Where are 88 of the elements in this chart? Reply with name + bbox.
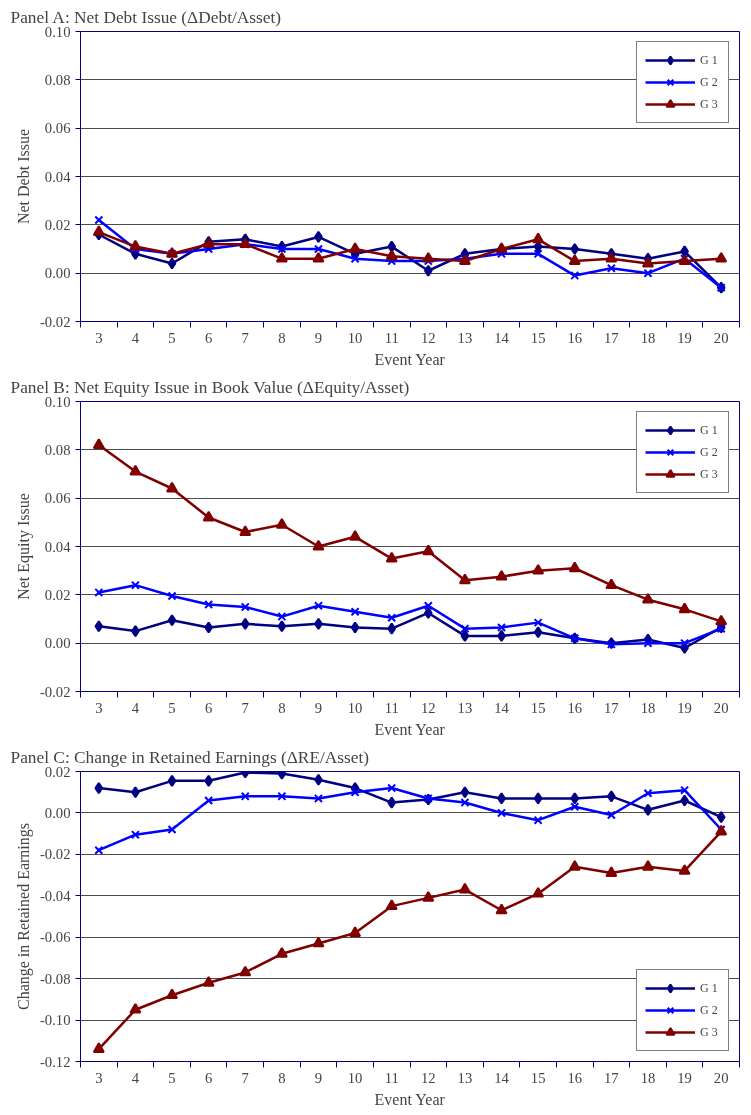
x-tick-label: 12: [420, 1069, 436, 1086]
y-tick-label: 0.04: [44, 168, 72, 185]
x-tick-label: 11: [384, 1069, 399, 1086]
x-tick-label: 11: [384, 699, 399, 716]
x-tick-label: 10: [347, 699, 363, 716]
y-axis-title: Change in Retained Earnings: [14, 822, 33, 1011]
x-tick-label: 18: [640, 699, 656, 716]
legend-label: G 3: [700, 466, 719, 482]
y-axis-title: Net Debt Issue: [14, 128, 32, 225]
x-tick-label: 10: [347, 1069, 363, 1086]
x-tick-label: 15: [530, 1069, 546, 1086]
y-tick-label: 0.02: [44, 216, 71, 233]
y-tick-label: -0.10: [39, 1012, 71, 1029]
x-tick-label: 9: [314, 329, 323, 346]
x-tick-label: 9: [314, 699, 323, 716]
x-tick-label: 20: [713, 1069, 729, 1086]
y-tick-label: -0.04: [39, 887, 72, 904]
x-tick-label: 11: [384, 329, 399, 346]
x-tick-label: 12: [420, 699, 436, 716]
legend-label: G 2: [700, 1002, 719, 1018]
x-axis-title: Event Year: [374, 720, 446, 738]
x-tick-label: 4: [131, 699, 140, 716]
x-tick-label: 8: [278, 329, 286, 346]
x-tick-label: 10: [347, 329, 363, 346]
x-tick-label: 16: [567, 1069, 583, 1086]
y-tick-label: 0.06: [44, 120, 71, 137]
y-tick-label: 0.00: [44, 804, 71, 821]
y-tick-label: -0.02: [39, 846, 71, 863]
legend-label: G 1: [700, 52, 719, 68]
x-tick-label: 14: [494, 329, 510, 346]
x-tick-label: 8: [278, 1069, 286, 1086]
y-tick-label: 0.04: [44, 538, 72, 555]
y-tick-label: -0.06: [39, 929, 71, 946]
y-tick-label: 0.06: [44, 490, 71, 507]
x-tick-label: 4: [131, 1069, 140, 1086]
x-tick-label: 3: [95, 329, 103, 346]
x-tick-label: 14: [494, 699, 510, 716]
x-tick-label: 15: [530, 329, 546, 346]
legend-label: G 1: [700, 980, 719, 996]
x-tick-label: 7: [241, 329, 249, 346]
x-tick-label: 20: [713, 699, 729, 716]
y-tick-label: 0.02: [44, 586, 71, 603]
y-tick-label: 0.08: [44, 441, 71, 458]
x-tick-label: 13: [457, 699, 473, 716]
x-tick-label: 8: [278, 699, 286, 716]
x-tick-label: 5: [168, 1069, 176, 1086]
x-tick-label: 20: [713, 329, 729, 346]
x-tick-label: 6: [204, 1069, 213, 1086]
y-tick-label: -0.08: [39, 970, 71, 987]
y-tick-label: 0.08: [44, 71, 71, 88]
x-tick-label: 14: [494, 1069, 510, 1086]
legend-label: G 2: [700, 74, 719, 90]
y-tick-label: 0.00: [44, 635, 71, 652]
x-tick-label: 16: [567, 329, 583, 346]
legend-label: G 1: [700, 422, 719, 438]
x-tick-label: 15: [530, 699, 546, 716]
x-tick-label: 18: [640, 329, 656, 346]
legend-label: G 3: [700, 96, 719, 112]
x-tick-label: 12: [420, 329, 436, 346]
x-tick-label: 17: [604, 699, 619, 716]
legend-label: G 3: [700, 1024, 719, 1040]
x-tick-label: 3: [95, 1069, 103, 1086]
x-axis-title: Event Year: [374, 350, 446, 368]
y-tick-label: 0.00: [44, 265, 71, 282]
x-tick-label: 13: [457, 1069, 473, 1086]
x-axis-title: Event Year: [374, 1090, 446, 1108]
y-tick-label: -0.02: [39, 313, 71, 330]
x-tick-label: 18: [640, 1069, 656, 1086]
x-tick-label: 16: [567, 699, 583, 716]
x-tick-label: 6: [204, 699, 213, 716]
x-tick-label: 4: [131, 329, 140, 346]
x-tick-label: 19: [677, 699, 692, 716]
x-tick-label: 19: [677, 1069, 692, 1086]
x-tick-label: 7: [241, 699, 249, 716]
x-tick-label: 7: [241, 1069, 249, 1086]
x-tick-label: 9: [314, 1069, 323, 1086]
x-tick-label: 17: [604, 329, 619, 346]
y-tick-label: -0.12: [39, 1053, 71, 1070]
x-tick-label: 13: [457, 329, 473, 346]
x-tick-label: 19: [677, 329, 692, 346]
y-tick-label: -0.02: [39, 683, 71, 700]
legend-label: G 2: [700, 444, 719, 460]
x-tick-label: 17: [604, 1069, 619, 1086]
x-tick-label: 6: [204, 329, 213, 346]
x-tick-label: 3: [95, 699, 103, 716]
x-tick-label: 5: [168, 329, 176, 346]
y-axis-title: Net Equity Issue: [14, 493, 33, 600]
x-tick-label: 5: [168, 699, 176, 716]
